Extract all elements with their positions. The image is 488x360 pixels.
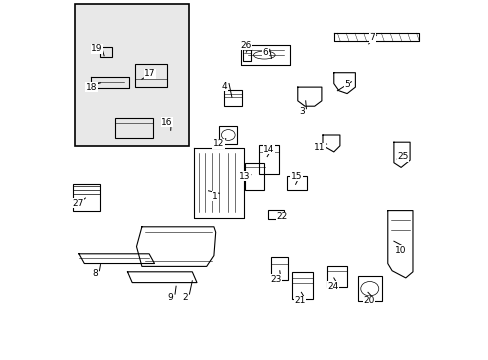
Bar: [244, 163, 264, 190]
Text: 4: 4: [222, 82, 227, 91]
Bar: [327, 266, 346, 287]
Bar: [259, 145, 278, 174]
Bar: [219, 126, 237, 144]
Text: 12: 12: [212, 139, 224, 148]
Text: 19: 19: [91, 44, 102, 53]
Bar: [357, 276, 381, 301]
Bar: [100, 47, 111, 57]
Bar: [73, 184, 100, 211]
Bar: [243, 48, 251, 61]
Bar: [270, 256, 288, 280]
Text: 3: 3: [299, 107, 305, 116]
Text: 18: 18: [85, 83, 97, 91]
Text: 24: 24: [326, 282, 338, 291]
Text: 11: 11: [314, 143, 325, 152]
Text: 7: 7: [368, 33, 374, 42]
Bar: [286, 176, 306, 190]
Text: 22: 22: [276, 212, 287, 221]
Bar: [292, 271, 313, 299]
Text: 8: 8: [92, 269, 98, 278]
Bar: [134, 64, 167, 87]
Text: 21: 21: [294, 296, 305, 305]
Text: 17: 17: [144, 69, 156, 78]
Text: 14: 14: [263, 145, 274, 154]
Text: 2: 2: [182, 292, 187, 302]
Text: 5: 5: [344, 80, 349, 89]
Text: 27: 27: [72, 199, 84, 208]
Text: 20: 20: [362, 296, 374, 305]
Bar: [267, 210, 284, 219]
Text: 9: 9: [167, 292, 173, 302]
Text: 13: 13: [238, 172, 250, 181]
Text: 23: 23: [270, 274, 281, 284]
Text: 26: 26: [240, 40, 251, 49]
Bar: [75, 4, 188, 146]
Text: 1: 1: [212, 192, 218, 201]
Text: 6: 6: [262, 48, 268, 57]
Text: 16: 16: [161, 118, 172, 127]
Bar: [115, 118, 152, 138]
Bar: [223, 90, 242, 106]
Text: 10: 10: [394, 246, 406, 255]
Text: 15: 15: [290, 172, 302, 181]
Text: 25: 25: [396, 152, 408, 161]
